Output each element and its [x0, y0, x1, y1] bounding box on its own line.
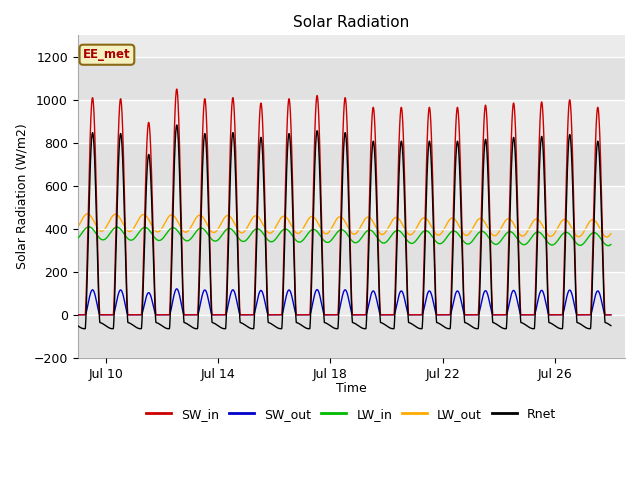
Bar — [77, 57, 625, 100]
X-axis label: Time: Time — [336, 382, 367, 395]
Bar — [77, 315, 625, 358]
Y-axis label: Solar Radiation (W/m2): Solar Radiation (W/m2) — [15, 124, 28, 269]
Bar — [77, 229, 625, 272]
Bar — [77, 143, 625, 186]
Legend: SW_in, SW_out, LW_in, LW_out, Rnet: SW_in, SW_out, LW_in, LW_out, Rnet — [141, 403, 561, 426]
Text: EE_met: EE_met — [83, 48, 131, 61]
Title: Solar Radiation: Solar Radiation — [293, 15, 410, 30]
